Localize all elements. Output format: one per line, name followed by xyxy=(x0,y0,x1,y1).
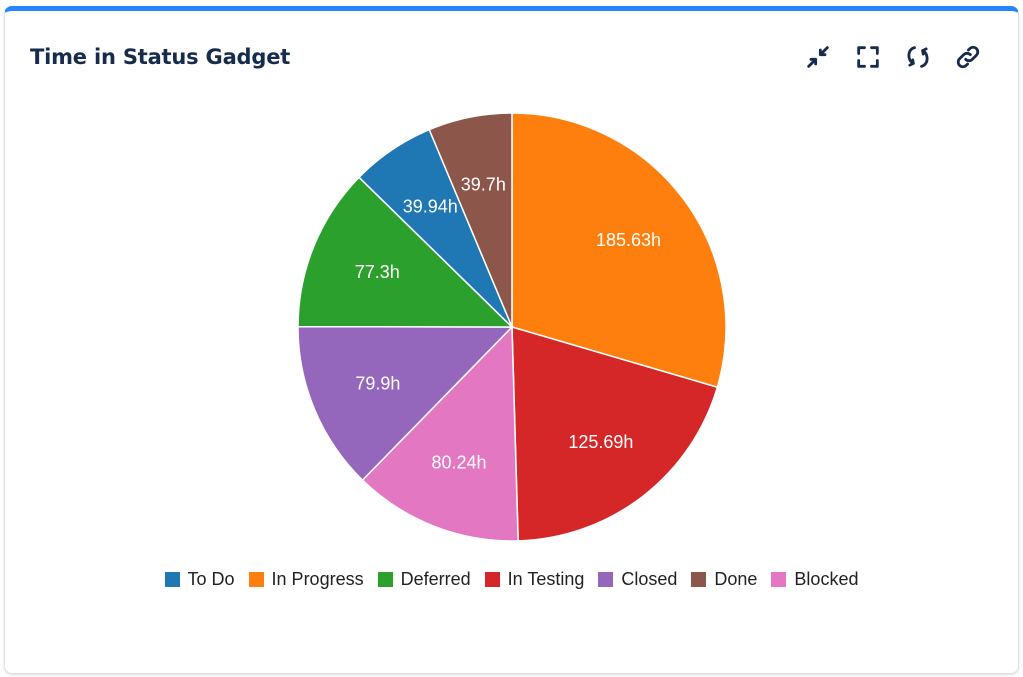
refresh-button[interactable] xyxy=(902,41,934,73)
legend-item-to-do[interactable]: To Do xyxy=(164,569,235,590)
legend-item-in-testing[interactable]: In Testing xyxy=(484,569,585,590)
legend-label: Closed xyxy=(621,569,678,589)
legend-swatch xyxy=(377,572,393,587)
legend-label: In Testing xyxy=(507,569,585,589)
collapse-icon xyxy=(807,46,829,68)
legend-swatch xyxy=(164,572,180,587)
link-icon xyxy=(956,45,980,69)
slice-label-blocked: 80.24h xyxy=(432,453,487,473)
pie-slice-in-testing[interactable] xyxy=(511,325,719,542)
pie-slice-blocked[interactable] xyxy=(361,325,519,542)
chart-legend: To Do In Progress Deferred In Testing Closed… xyxy=(5,569,1018,590)
pie-slice-closed[interactable] xyxy=(297,325,514,482)
legend-swatch xyxy=(691,572,707,587)
slice-label-in-progress: 185.63h xyxy=(596,230,661,250)
slice-label-done: 39.7h xyxy=(461,174,506,194)
link-button[interactable] xyxy=(952,41,984,73)
legend-swatch xyxy=(598,572,614,587)
slice-label-in-testing: 125.69h xyxy=(568,432,633,452)
slice-label-closed: 79.9h xyxy=(355,373,400,393)
legend-label: In Progress xyxy=(271,569,364,589)
legend-item-blocked[interactable]: Blocked xyxy=(771,569,858,590)
slice-label-to-do: 39.94h xyxy=(403,197,458,217)
fullscreen-icon xyxy=(857,46,879,68)
gadget-toolbar xyxy=(802,41,984,73)
legend-item-in-progress[interactable]: In Progress xyxy=(248,569,364,590)
legend-item-deferred[interactable]: Deferred xyxy=(377,569,471,590)
pie-slice-done[interactable] xyxy=(428,112,513,328)
legend-label: Deferred xyxy=(400,569,471,589)
fullscreen-button[interactable] xyxy=(852,41,884,73)
legend-swatch xyxy=(248,572,264,587)
legend-item-closed[interactable]: Closed xyxy=(598,569,677,590)
pie-slice-deferred[interactable] xyxy=(297,176,514,328)
slice-label-deferred: 77.3h xyxy=(355,262,400,282)
gadget-title: Time in Status Gadget xyxy=(30,45,291,69)
pie-slice-in-progress[interactable] xyxy=(511,112,727,389)
collapse-button[interactable] xyxy=(802,41,834,73)
legend-swatch xyxy=(771,572,787,587)
legend-label: Blocked xyxy=(794,569,859,589)
legend-item-done[interactable]: Done xyxy=(691,569,757,590)
refresh-icon xyxy=(907,46,929,68)
legend-label: Done xyxy=(714,569,758,589)
legend-swatch xyxy=(484,572,500,587)
legend-label: To Do xyxy=(187,569,235,589)
